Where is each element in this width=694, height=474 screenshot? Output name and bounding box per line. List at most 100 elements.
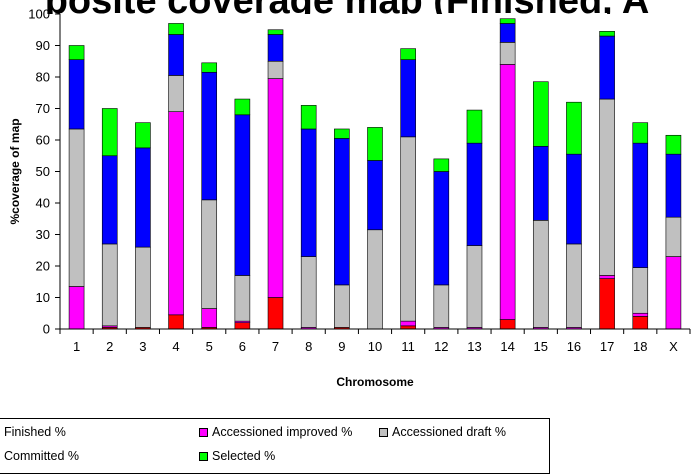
bar-segment-accessioned-draft [367,229,383,330]
legend-label: Accessioned draft % [392,425,506,439]
bar-segment-accessioned-draft [400,136,416,322]
bar-segment-selected [168,23,184,35]
y-tick-label: 90 [36,38,50,53]
bar-segment-committed [267,34,284,62]
x-tick-label: X [669,339,678,354]
x-tick-label: 18 [633,339,647,354]
bar-segment-accessioned-improved [168,111,184,316]
x-tick-label: 2 [106,339,113,354]
bar-segment-selected [566,101,582,155]
bar-segment-accessioned-draft [234,275,251,322]
legend-item: Committed % [0,449,79,463]
bar-segment-committed [566,153,582,245]
bar-segment-accessioned-improved [665,256,682,330]
bar-segment-accessioned-draft [532,220,549,328]
bar-segment-committed [400,59,416,138]
x-tick-label: 8 [305,339,312,354]
bar-segment-selected [68,45,85,60]
bar-segment-accessioned-draft [101,243,118,327]
bar-segment-selected [665,134,682,155]
bar-segment-finished [599,278,615,330]
bar-segment-accessioned-draft [135,246,151,328]
bar-segment-committed [135,147,151,248]
bar-segment-accessioned-improved [499,64,516,320]
bar-segment-selected [101,108,118,157]
x-tick-label: 9 [338,339,345,354]
bar-segment-selected [267,29,284,35]
bar-segment-accessioned-draft [267,60,284,79]
legend-item: Accessioned improved % [199,425,352,439]
x-tick-label: 13 [467,339,481,354]
bar-segment-finished [632,316,649,330]
y-tick-label: 30 [36,227,50,242]
bar-segment-selected [201,62,218,73]
bar-segment-committed [433,171,450,286]
legend-swatch [199,451,208,461]
bar-segment-committed [665,153,682,218]
bar-segment-accessioned-improved [68,286,85,330]
bar-segment-accessioned-draft [433,284,450,328]
legend-label: Committed % [4,449,80,463]
legend-swatch [379,427,388,437]
x-tick-label: 15 [534,339,548,354]
legend-item: Accessioned draft % [379,425,506,439]
legend-label: Finished % [4,425,66,439]
bar-segment-accessioned-draft [201,199,218,309]
bar-segment-selected [632,122,649,144]
bar-segment-accessioned-improved [400,320,416,327]
x-tick-label: 1 [73,339,80,354]
legend-label: Accessioned improved % [212,425,353,439]
x-tick-label: 7 [272,339,279,354]
bar-segment-selected [433,158,450,172]
legend-item: Selected % [199,449,275,463]
bar-segment-accessioned-draft [599,98,615,276]
bar-segment-accessioned-draft [566,243,582,328]
x-tick-label: 17 [600,339,614,354]
chart-title-clip: posite coverage map (Finished, A [0,0,694,14]
x-tick-label: 3 [139,339,146,354]
bar-segment-accessioned-draft [68,128,85,287]
bar-segment-selected [367,127,383,161]
bar-segment-committed [334,138,350,286]
bar-segment-finished [234,322,251,330]
bar-segment-finished [168,314,184,330]
bar-segment-accessioned-draft [168,75,184,112]
bar-segment-selected [499,18,516,24]
y-tick-label: 20 [36,259,50,274]
bar-segment-selected [334,128,350,139]
bar-segment-committed [234,114,251,276]
bar-segment-committed [101,155,118,245]
bar-segment-accessioned-draft [499,42,516,65]
bar-segment-committed [632,142,649,268]
bar-segment-committed [300,128,317,257]
bar-segment-committed [367,160,383,231]
bar-segment-accessioned-improved [267,78,284,298]
x-tick-label: 10 [368,339,382,354]
bar-segment-accessioned-improved [201,308,218,328]
x-tick-label: 16 [567,339,581,354]
bar-segment-committed [201,71,218,201]
bar-segment-committed [466,142,483,246]
x-tick-label: 6 [239,339,246,354]
x-tick-label: 14 [500,339,514,354]
bar-segment-committed [499,23,516,43]
bar-segment-accessioned-improved [632,312,649,317]
legend-item: Finished % [0,425,66,439]
bar-segment-accessioned-draft [334,284,350,328]
y-tick-label: 40 [36,196,50,211]
y-tick-label: 0 [43,322,50,337]
chart-legend: Finished % Accessioned improved % Accessio… [0,418,550,474]
y-tick-label: 60 [36,133,50,148]
bar-segment-accessioned-improved [599,275,615,279]
y-tick-label: 80 [36,70,50,85]
bar-segment-accessioned-draft [466,245,483,328]
chart-title: posite coverage map (Finished, A [0,0,694,14]
y-tick-label: 100 [28,7,50,22]
legend-swatch [199,427,208,437]
x-axis-title: Chromosome [336,375,414,389]
bar-segment-selected [234,98,251,116]
x-tick-label: 4 [172,339,179,354]
bar-segment-selected [532,81,549,147]
bar-segment-accessioned-draft [632,267,649,314]
